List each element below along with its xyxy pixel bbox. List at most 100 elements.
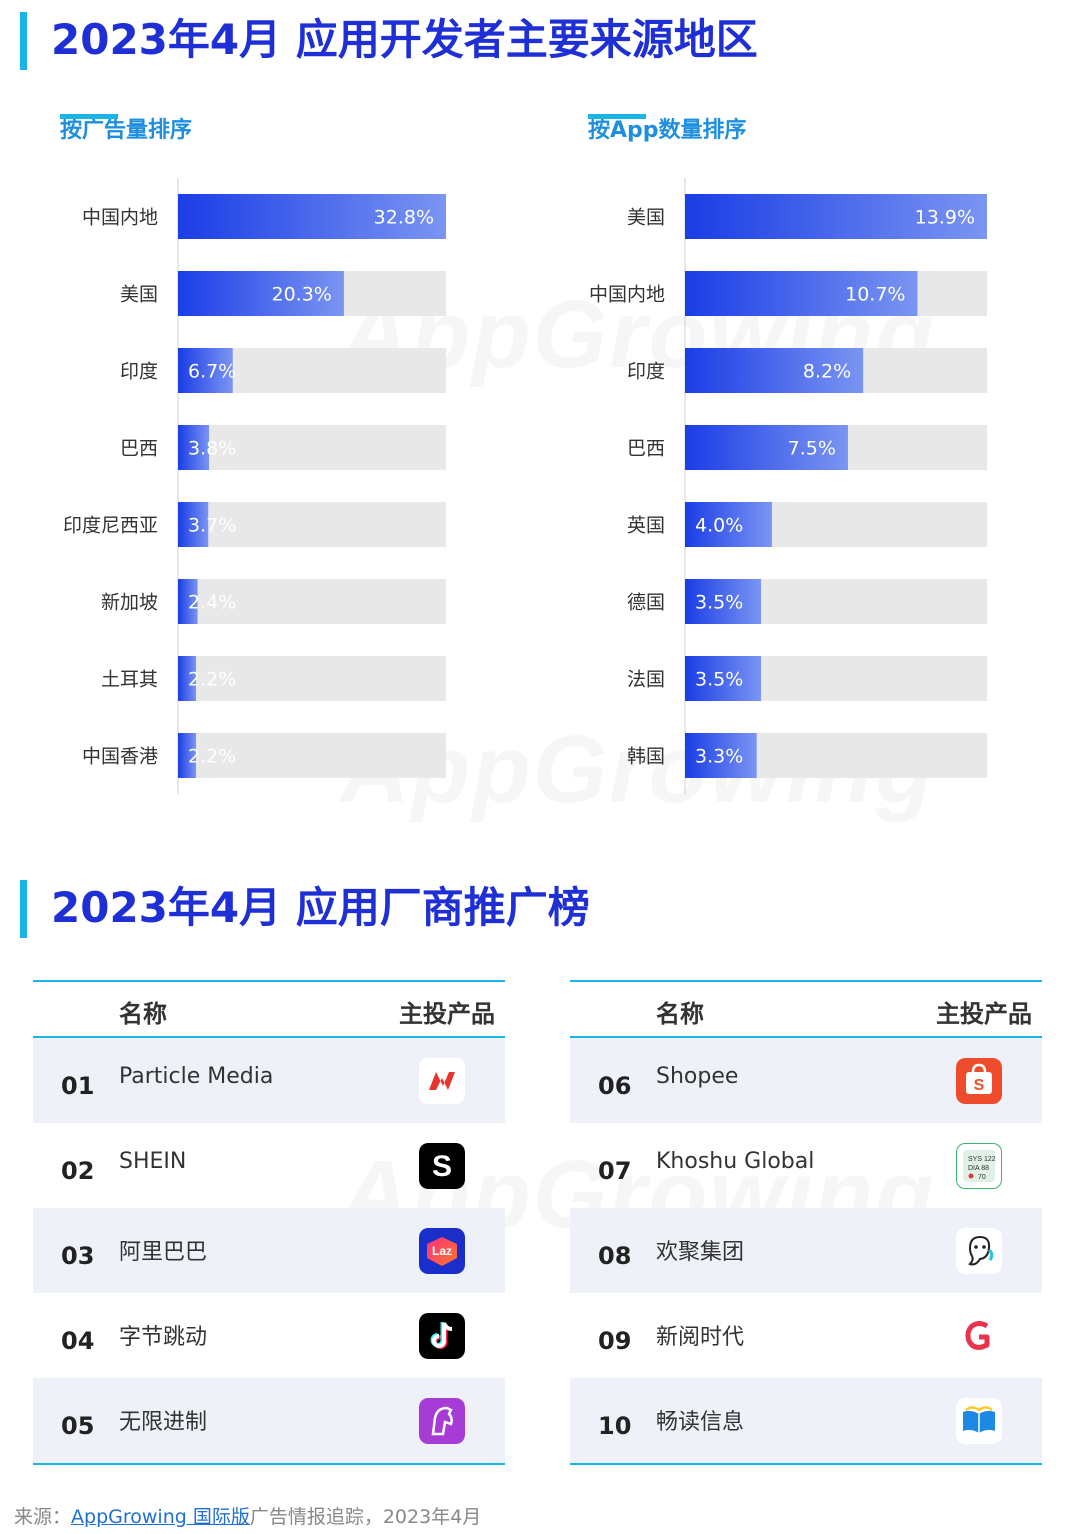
category-label: 法国 bbox=[627, 669, 665, 691]
company-name: 无限进制 bbox=[119, 1410, 208, 1435]
category-label: 印度 bbox=[627, 361, 665, 383]
table-row: 04 字节跳动 bbox=[33, 1293, 505, 1378]
category-label: 印度尼西亚 bbox=[63, 515, 158, 537]
bar bbox=[685, 733, 757, 778]
rank-number: 06 bbox=[598, 1072, 632, 1100]
value-label: 8.2% bbox=[803, 361, 851, 383]
bar bbox=[178, 194, 446, 239]
category-label: 中国内地 bbox=[589, 284, 665, 306]
bar-track bbox=[178, 733, 446, 778]
chart-title-by-apps: 按App数量排序 bbox=[588, 114, 747, 146]
company-name: SHEIN bbox=[119, 1149, 187, 1174]
rank-number: 03 bbox=[61, 1242, 95, 1270]
bar bbox=[178, 502, 209, 547]
table-row: 02 SHEIN S bbox=[33, 1123, 505, 1208]
ranking-table-right: 名称 主投产品 06 Shopee S 07 Khoshu Global SYS 122 D… bbox=[570, 980, 1042, 1465]
bar bbox=[685, 502, 772, 547]
section-title-regions: 2023年4月 应用开发者主要来源地区 bbox=[20, 12, 758, 70]
bar-track bbox=[178, 579, 446, 624]
table-row: 06 Shopee S bbox=[570, 1038, 1042, 1123]
rank-number: 04 bbox=[61, 1327, 95, 1355]
value-label: 3.3% bbox=[695, 746, 743, 768]
bar-track bbox=[178, 425, 446, 470]
bar bbox=[178, 656, 196, 701]
shopee-icon: S bbox=[956, 1058, 1002, 1104]
table-row: 07 Khoshu Global SYS 122 DIA 88 70 bbox=[570, 1123, 1042, 1208]
value-label: 3.5% bbox=[695, 669, 743, 691]
blood-pressure-icon: SYS 122 DIA 88 70 bbox=[956, 1143, 1002, 1189]
company-name: 字节跳动 bbox=[119, 1325, 208, 1350]
rank-number: 08 bbox=[598, 1242, 632, 1270]
source-suffix: 广告情报追踪，2023年4月 bbox=[249, 1506, 482, 1528]
table-body: 06 Shopee S 07 Khoshu Global SYS 122 DIA 88 70 0… bbox=[570, 1038, 1042, 1465]
category-label: 印度 bbox=[120, 361, 158, 383]
svg-text:Laz: Laz bbox=[432, 1244, 452, 1258]
value-label: 13.9% bbox=[915, 207, 975, 229]
table-body: 01 Particle Media 02 SHEIN S 03 阿里巴巴 Laz 04 字节跳动 0… bbox=[33, 1038, 505, 1465]
goodnovel-icon bbox=[956, 1313, 1002, 1359]
bar bbox=[178, 425, 210, 470]
table-row: 09 新阅时代 bbox=[570, 1293, 1042, 1378]
company-name: 欢聚集团 bbox=[656, 1240, 745, 1265]
value-label: 2.2% bbox=[188, 746, 236, 768]
value-label: 3.8% bbox=[188, 438, 236, 460]
table-row: 05 无限进制 bbox=[33, 1378, 505, 1463]
chart-title-by-ads: 按广告量排序 bbox=[60, 114, 192, 146]
open-book-icon bbox=[956, 1398, 1002, 1444]
source-link[interactable]: AppGrowing 国际版 bbox=[71, 1506, 250, 1528]
bar-track bbox=[178, 502, 446, 547]
value-label: 7.5% bbox=[788, 438, 836, 460]
category-label: 中国内地 bbox=[82, 207, 158, 229]
col-name-header: 名称 bbox=[119, 1000, 167, 1028]
category-label: 巴西 bbox=[120, 438, 158, 460]
company-name: Shopee bbox=[656, 1064, 739, 1089]
bar bbox=[178, 271, 344, 316]
bar-track bbox=[178, 656, 446, 701]
value-label: 2.4% bbox=[188, 592, 236, 614]
table-row: 10 畅读信息 bbox=[570, 1378, 1042, 1463]
bar bbox=[685, 656, 762, 701]
lazada-icon: Laz bbox=[419, 1228, 465, 1274]
value-label: 3.5% bbox=[695, 592, 743, 614]
rank-number: 05 bbox=[61, 1412, 95, 1440]
category-label: 美国 bbox=[120, 284, 158, 306]
company-name: 畅读信息 bbox=[656, 1410, 745, 1435]
table-row: 01 Particle Media bbox=[33, 1038, 505, 1123]
source-prefix: 来源： bbox=[14, 1506, 72, 1528]
svg-text:SYS 122: SYS 122 bbox=[968, 1156, 996, 1163]
table-header: 名称 主投产品 bbox=[570, 980, 1042, 1038]
company-name: 新阅时代 bbox=[656, 1325, 745, 1350]
svg-text:DIA 88: DIA 88 bbox=[968, 1165, 989, 1172]
category-label: 巴西 bbox=[627, 438, 665, 460]
bar bbox=[685, 194, 987, 239]
col-product-header: 主投产品 bbox=[936, 1000, 1032, 1028]
rank-number: 10 bbox=[598, 1412, 632, 1440]
value-label: 6.7% bbox=[188, 361, 236, 383]
svg-text:S: S bbox=[974, 1077, 985, 1094]
value-label: 4.0% bbox=[695, 515, 743, 537]
bar bbox=[178, 579, 198, 624]
value-label: 2.2% bbox=[188, 669, 236, 691]
bigo-mascot-icon bbox=[956, 1228, 1002, 1274]
company-name: Khoshu Global bbox=[656, 1149, 815, 1174]
rank-number: 01 bbox=[61, 1072, 95, 1100]
company-name: 阿里巴巴 bbox=[119, 1240, 208, 1265]
chart-by-ads: 中国内地 32.8% 美国 20.3% 印度 6.7% 巴西 3.8% 印度尼西亚 3.7% 新加坡… bbox=[40, 178, 510, 794]
value-label: 20.3% bbox=[272, 284, 332, 306]
col-name-header: 名称 bbox=[656, 1000, 704, 1028]
newsbreak-icon bbox=[419, 1058, 465, 1104]
value-label: 3.7% bbox=[188, 515, 236, 537]
shein-icon: S bbox=[419, 1143, 465, 1189]
company-name: Particle Media bbox=[119, 1064, 274, 1089]
rank-number: 09 bbox=[598, 1327, 632, 1355]
table-row: 08 欢聚集团 bbox=[570, 1208, 1042, 1293]
col-product-header: 主投产品 bbox=[399, 1000, 495, 1028]
table-row: 03 阿里巴巴 Laz bbox=[33, 1208, 505, 1293]
bar bbox=[685, 348, 864, 393]
category-label: 英国 bbox=[627, 515, 665, 537]
section-title-ranking: 2023年4月 应用厂商推广榜 bbox=[20, 880, 590, 938]
bar bbox=[685, 579, 762, 624]
bar bbox=[178, 733, 196, 778]
category-label: 中国香港 bbox=[82, 746, 158, 768]
bar bbox=[685, 271, 918, 316]
